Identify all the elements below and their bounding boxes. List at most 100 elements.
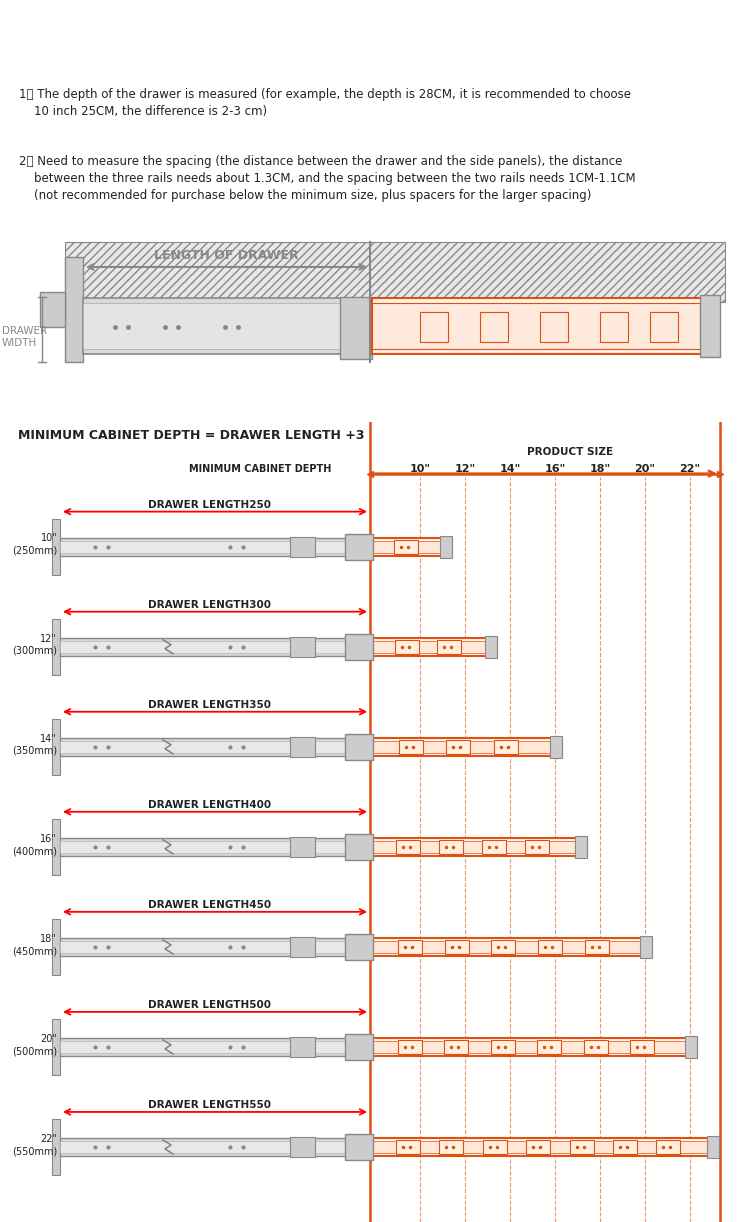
Text: 22": 22" [680,463,700,474]
Text: 18": 18" [590,463,610,474]
Bar [370,838,585,855]
Bar [370,640,495,653]
Text: DRAWER
WIDTH: DRAWER WIDTH [2,326,47,347]
Bar [398,1040,422,1053]
Bar [60,640,370,653]
Bar [395,639,419,654]
Text: DRAWER LENGTH350: DRAWER LENGTH350 [148,700,272,710]
Bar [491,940,515,954]
Bar [485,635,497,657]
Text: DRAWER LENGTH450: DRAWER LENGTH450 [148,899,272,910]
Bar [370,741,560,753]
Bar [60,741,370,753]
Bar [525,840,549,854]
Bar [83,337,371,349]
Bar [60,538,370,556]
Bar [60,1041,370,1053]
Bar [370,540,450,552]
Bar [575,836,587,858]
Bar [630,1040,654,1053]
Bar [490,1040,514,1053]
Bar [52,819,60,875]
Bar [613,1140,637,1154]
Bar [700,295,720,357]
Text: PRODUCT SIZE: PRODUCT SIZE [527,446,613,457]
Bar [60,1037,370,1056]
Bar [370,1138,717,1156]
Bar [480,312,508,342]
Bar [445,940,469,954]
Bar [540,312,568,342]
Bar [538,940,562,954]
Text: 14": 14" [500,463,520,474]
Bar [656,1140,680,1154]
Bar [65,257,83,362]
Bar [345,634,373,660]
Bar [290,1037,315,1057]
Bar [60,738,370,755]
Bar [584,1040,608,1053]
Text: 10"
(250mm): 10" (250mm) [12,534,57,556]
Text: (Please consult customer service for specific data): (Please consult customer service for spe… [190,65,560,79]
Bar [370,1141,717,1154]
Bar [52,1119,60,1176]
Bar [526,1140,550,1154]
Bar [569,1140,593,1154]
Bar [52,1019,60,1075]
Bar [60,1141,370,1154]
Bar [707,1136,719,1158]
Bar [83,298,371,353]
Bar [370,738,560,755]
Bar [290,937,315,957]
Text: 14"
(350mm): 14" (350mm) [12,733,57,756]
Text: 18"
(450mm): 18" (450mm) [12,934,57,956]
Bar [370,1041,695,1053]
Bar [60,841,370,853]
Bar [370,841,585,853]
Text: 22"
(550mm): 22" (550mm) [12,1134,57,1156]
Text: 16"
(400mm): 16" (400mm) [12,833,57,855]
Bar [60,937,370,956]
Text: LENGTH OF DRAWER: LENGTH OF DRAWER [154,249,298,262]
Bar [446,739,470,754]
Bar [398,940,422,954]
Bar [398,739,422,754]
Bar [345,733,373,760]
Bar [345,534,373,560]
Bar [290,1136,315,1157]
Bar [394,540,418,554]
Text: DRAWER LENGTH500: DRAWER LENGTH500 [148,1000,272,1009]
Bar [52,618,60,675]
Bar [420,312,448,342]
Bar [290,837,315,857]
Text: 2、 Need to measure the spacing (the distance between the drawer and the side pan: 2、 Need to measure the spacing (the dist… [19,155,635,203]
Bar [52,919,60,975]
Bar [60,941,370,953]
Bar [60,1138,370,1156]
Bar [600,312,628,342]
Bar [370,1037,695,1056]
Text: DRAWER LENGTH550: DRAWER LENGTH550 [148,1100,272,1110]
Bar [482,840,506,854]
Bar [396,840,420,854]
Bar [440,1140,464,1154]
Text: MINIMUM CABINET DEPTH: MINIMUM CABINET DEPTH [189,463,332,474]
Bar [40,292,65,326]
Bar [345,833,373,860]
Bar [52,719,60,775]
Bar [370,638,495,656]
Text: 10": 10" [410,463,430,474]
Bar [290,637,315,656]
Bar [370,538,450,556]
Bar [440,535,452,557]
Bar [396,1140,420,1154]
Bar [444,1040,468,1053]
Text: 12": 12" [454,463,476,474]
Bar [290,737,315,756]
Bar [436,639,460,654]
Text: DRAWER LENGTH250: DRAWER LENGTH250 [148,500,272,510]
Bar [372,303,702,348]
Bar [52,518,60,574]
Bar [345,1034,373,1059]
Bar [372,298,702,353]
